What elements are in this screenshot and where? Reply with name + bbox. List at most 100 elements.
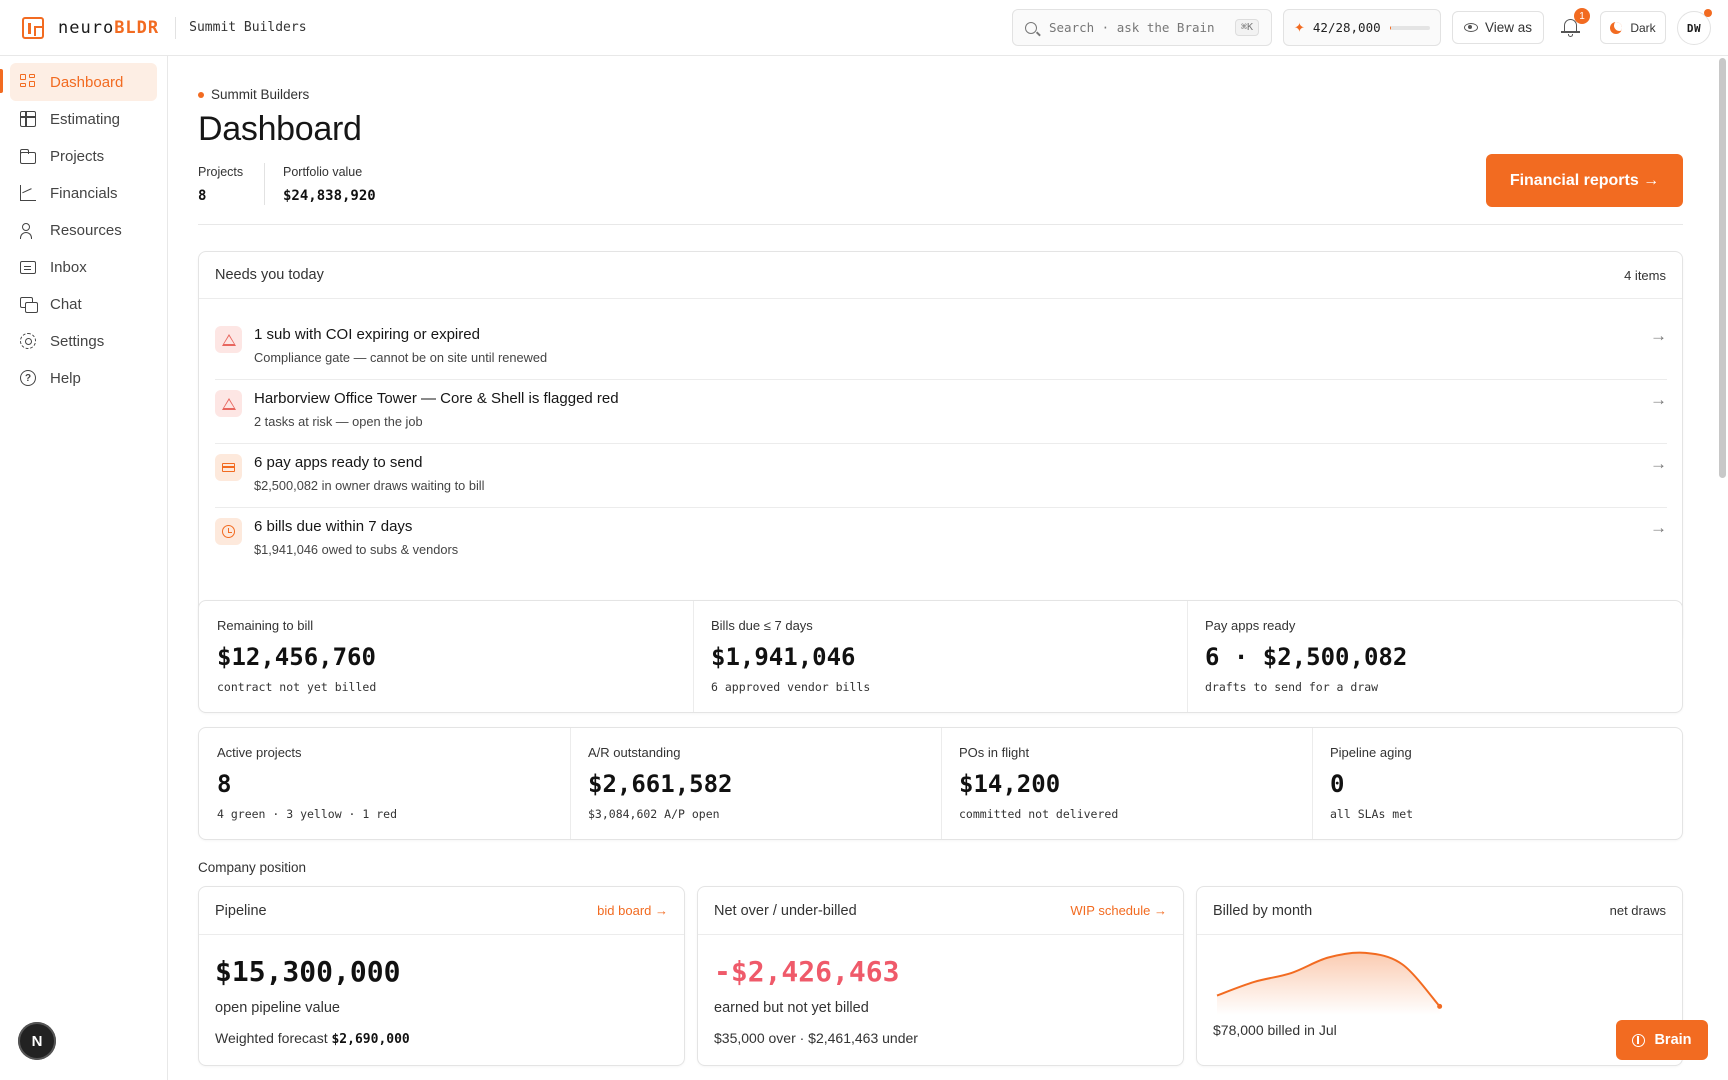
billed-header: Billed by month net draws: [1197, 887, 1682, 935]
stat-value: 8: [217, 770, 232, 798]
stat-label: Pipeline aging: [1330, 745, 1412, 760]
over-under-header: Net over / under-billed WIP schedule →: [698, 887, 1183, 935]
needs-item-title: 1 sub with COI expiring or expired: [254, 326, 480, 343]
arrow-right-icon[interactable]: →: [1650, 390, 1667, 409]
divider: [1312, 728, 1313, 839]
gear-icon: [20, 333, 36, 349]
avatar-status-dot: [1704, 9, 1712, 17]
divider: [175, 16, 177, 39]
sidebar-item-help[interactable]: ? Help: [10, 359, 157, 397]
stat-sub: drafts to send for a draw: [1205, 680, 1379, 694]
sidebar-item-estimating[interactable]: Estimating: [10, 100, 157, 138]
sidebar-item-inbox[interactable]: Inbox: [10, 248, 157, 286]
stat-active-projects[interactable]: Active projects 8 4 green · 3 yellow · 1…: [199, 728, 570, 839]
billed-foot: $78,000 billed in Jul: [1213, 1022, 1337, 1038]
brain-button[interactable]: Brain: [1616, 1020, 1708, 1060]
stat-sub: contract not yet billed: [217, 680, 377, 694]
usage-meter[interactable]: ✦ 42/28,000: [1283, 9, 1441, 46]
stat-value: $1,941,046: [711, 643, 856, 671]
search-icon: [1025, 21, 1037, 34]
sidebar-item-chat[interactable]: Chat: [10, 285, 157, 323]
view-as-button[interactable]: View as: [1452, 11, 1544, 44]
scrollbar[interactable]: [1716, 56, 1728, 1080]
needs-item[interactable]: 6 bills due within 7 days $1,941,046 owe…: [215, 508, 1667, 572]
divider: [198, 224, 1683, 225]
moon-icon: [1610, 21, 1623, 34]
theme-toggle[interactable]: Dark: [1600, 11, 1666, 44]
stat-bills-due[interactable]: Bills due ≤ 7 days $1,941,046 6 approved…: [693, 601, 1187, 712]
sidebar-item-label: Chat: [50, 295, 82, 313]
notification-badge: 1: [1574, 8, 1590, 24]
divider: [1187, 601, 1188, 712]
pipeline-sub: open pipeline value: [215, 1000, 340, 1016]
pipeline-header: Pipeline bid board →: [199, 887, 684, 935]
portfolio-value: $24,838,920: [283, 188, 376, 204]
top-bar: neuroBLDR Summit Builders Search · ask t…: [0, 0, 1728, 56]
over-under-title: Net over / under-billed: [714, 902, 857, 919]
brand-logo[interactable]: neuroBLDR: [22, 16, 160, 39]
estimating-icon: [20, 111, 36, 127]
warning-icon: [215, 390, 242, 417]
needs-item-sub: $1,941,046 owed to subs & vendors: [254, 542, 459, 557]
needs-item[interactable]: 1 sub with COI expiring or expired Compl…: [215, 316, 1667, 380]
avatar[interactable]: DW: [1677, 11, 1711, 45]
breadcrumb-label[interactable]: Summit Builders: [211, 87, 310, 102]
chart-series-line: [1216, 951, 1441, 1008]
stat-value: 6 · $2,500,082: [1205, 643, 1408, 671]
sidebar: Dashboard Estimating Projects Financials…: [0, 56, 168, 1080]
stat-label: Active projects: [217, 745, 302, 760]
chart-icon: [20, 185, 36, 201]
stat-pay-apps-ready[interactable]: Pay apps ready 6 · $2,500,082 drafts to …: [1187, 601, 1682, 712]
search-shortcut: ⌘K: [1234, 19, 1259, 36]
pipeline-value: $15,300,000: [215, 955, 401, 988]
help-icon: ?: [20, 370, 36, 386]
bid-board-link[interactable]: bid board →: [597, 903, 668, 918]
billed-chart: [1216, 951, 1443, 1015]
stat-value: $14,200: [959, 770, 1061, 798]
stat-sub: committed not delivered: [959, 807, 1119, 821]
divider: [264, 163, 265, 205]
breadcrumb: Summit Builders: [198, 87, 309, 102]
org-name[interactable]: Summit Builders: [189, 20, 307, 35]
search-box[interactable]: Search · ask the Brain ⌘K: [1012, 9, 1272, 46]
billed-by-month-card: Billed by month net draws $78,000 billed…: [1196, 886, 1683, 1066]
sidebar-item-financials[interactable]: Financials: [10, 174, 157, 212]
needs-item-sub: Compliance gate — cannot be on site unti…: [254, 350, 548, 365]
pipeline-card: Pipeline bid board → $15,300,000 open pi…: [198, 886, 685, 1066]
stat-label: Remaining to bill: [217, 618, 314, 633]
sidebar-item-settings[interactable]: Settings: [10, 322, 157, 360]
divider: [941, 728, 942, 839]
credit-card-icon: [215, 454, 242, 481]
folder-icon: [19, 149, 36, 164]
weighted-forecast: Weighted forecast $2,690,000: [215, 1030, 410, 1047]
arrow-right-icon[interactable]: →: [1650, 518, 1667, 537]
divider: [693, 601, 694, 712]
wip-schedule-link[interactable]: WIP schedule →: [1070, 903, 1167, 918]
bell-icon[interactable]: [1561, 16, 1581, 38]
scrollbar-thumb[interactable]: [1719, 58, 1726, 478]
financial-reports-button[interactable]: Financial reports →: [1486, 154, 1683, 207]
stat-label: Bills due ≤ 7 days: [711, 618, 813, 633]
projects-label: Projects: [198, 165, 244, 179]
sidebar-item-dashboard[interactable]: Dashboard: [10, 63, 157, 101]
sidebar-item-label: Estimating: [50, 110, 121, 128]
stat-sub: 4 green · 3 yellow · 1 red: [217, 807, 398, 821]
stat-pipeline-aging[interactable]: Pipeline aging 0 all SLAs met: [1312, 728, 1682, 839]
arrow-right-icon[interactable]: →: [1650, 326, 1667, 345]
sidebar-item-resources[interactable]: Resources: [10, 211, 157, 249]
chat-icon: [20, 296, 38, 313]
needs-item[interactable]: Harborview Office Tower — Core & Shell i…: [215, 380, 1667, 444]
portfolio-kpi: Portfolio value $24,838,920: [283, 165, 376, 204]
stat-remaining-to-bill[interactable]: Remaining to bill $12,456,760 contract n…: [199, 601, 693, 712]
needs-today-card: Needs you today 4 items 1 sub with COI e…: [198, 251, 1683, 642]
stat-pos-in-flight[interactable]: POs in flight $14,200 committed not deli…: [941, 728, 1312, 839]
arrow-right-icon[interactable]: →: [1650, 454, 1667, 473]
sidebar-item-projects[interactable]: Projects: [10, 137, 157, 175]
app-badge[interactable]: N: [18, 1022, 56, 1060]
needs-item[interactable]: 6 pay apps ready to send $2,500,082 in o…: [215, 444, 1667, 508]
brand-name: neuroBLDR: [58, 17, 160, 38]
sidebar-item-label: Financials: [50, 184, 118, 202]
stat-sub: all SLAs met: [1330, 807, 1414, 821]
stat-ar-outstanding[interactable]: A/R outstanding $2,661,582 $3,084,602 A/…: [570, 728, 941, 839]
spark-icon: ✦: [1294, 19, 1305, 35]
